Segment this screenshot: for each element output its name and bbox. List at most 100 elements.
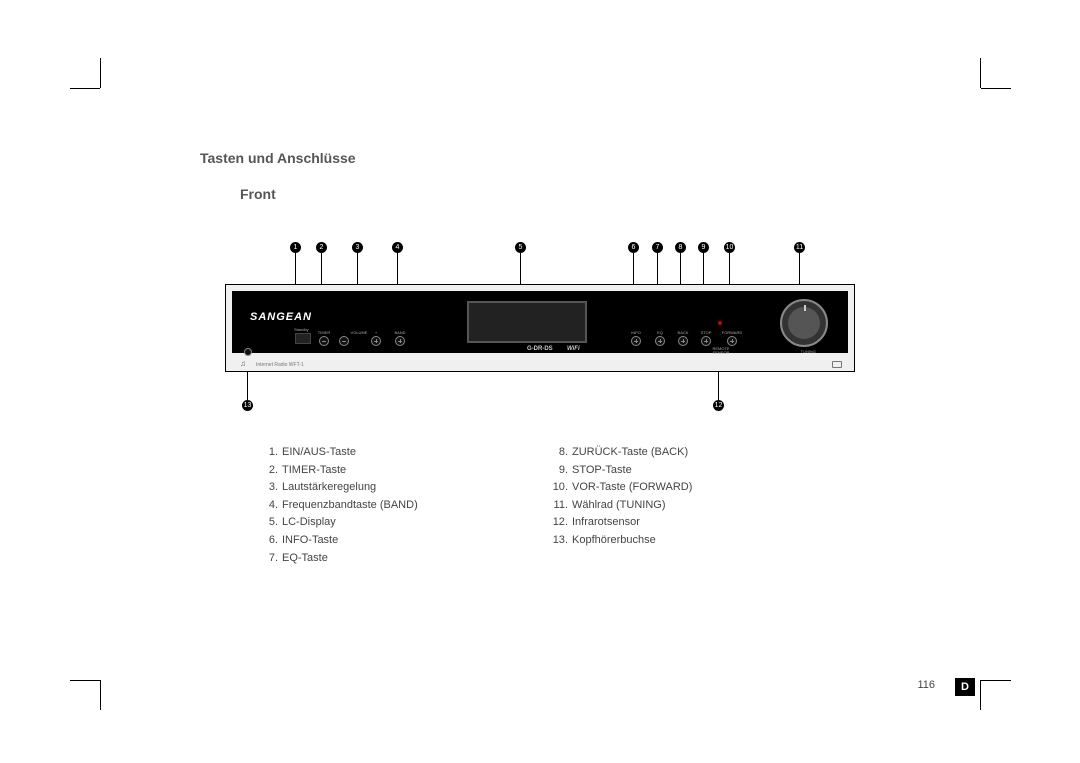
- callout-line: [321, 253, 322, 284]
- info-button: [631, 336, 641, 346]
- section-subtitle: Front: [240, 186, 940, 202]
- device-diagram: 1234567891011 SANGEAN Standby TIMER - VO…: [225, 242, 855, 414]
- legend-row: 6INFO-Taste: [260, 532, 550, 550]
- callouts-top: 1234567891011: [225, 242, 855, 284]
- callout-line: [295, 253, 296, 284]
- back-label: BACK: [678, 330, 689, 335]
- vol-minus-label: -: [343, 330, 344, 335]
- legend-number: 8: [550, 444, 572, 462]
- timer-label: TIMER: [318, 330, 330, 335]
- legend-text: ZURÜCK-Taste (BACK): [572, 444, 840, 462]
- legend-row: 4Frequenzbandtaste (BAND): [260, 497, 550, 515]
- callout-line: [520, 253, 521, 284]
- legend-text: Wählrad (TUNING): [572, 497, 840, 515]
- legend-text: STOP-Taste: [572, 462, 840, 480]
- tuning-dial: [780, 299, 828, 347]
- callout-number: 4: [392, 242, 403, 253]
- crop-mark: [70, 680, 100, 681]
- forward-label: FORWARD: [722, 330, 742, 335]
- legend-row: 10VOR-Taste (FORWARD): [550, 479, 840, 497]
- device-black-panel: SANGEAN Standby TIMER - VOLUME + BAND G-…: [232, 291, 848, 353]
- legend-number: 9: [550, 462, 572, 480]
- legend-row: 11Wählrad (TUNING): [550, 497, 840, 515]
- callout-line: [703, 253, 704, 284]
- callout-number: 12: [713, 400, 724, 411]
- callout-line: [357, 253, 358, 284]
- callout-number: 13: [242, 400, 253, 411]
- vol-plus-button: [371, 336, 381, 346]
- callout-line: [680, 253, 681, 284]
- callout-number: 7: [652, 242, 663, 253]
- crop-mark: [980, 58, 981, 88]
- crop-mark: [981, 88, 1011, 89]
- legend-row: 5LC-Display: [260, 514, 550, 532]
- legend-text: EIN/AUS-Taste: [282, 444, 550, 462]
- legend-text: INFO-Taste: [282, 532, 550, 550]
- crop-mark: [100, 680, 101, 710]
- sensor-label: SENSOR: [713, 350, 730, 355]
- legend-column-left: 1EIN/AUS-Taste2TIMER-Taste3Lautstärkereg…: [260, 444, 550, 567]
- callout-line: [247, 372, 248, 400]
- lcd-display: [467, 301, 587, 343]
- device-front-panel: SANGEAN Standby TIMER - VOLUME + BAND G-…: [225, 284, 855, 372]
- legend-number: 4: [260, 497, 282, 515]
- info-label: INFO: [631, 330, 641, 335]
- section-title: Tasten und Anschlüsse: [200, 150, 940, 166]
- callouts-bottom: 13 12: [225, 372, 855, 414]
- legend-text: Frequenzbandtaste (BAND): [282, 497, 550, 515]
- wifi-badge: WiFi: [567, 346, 580, 352]
- band-label: BAND: [394, 330, 405, 335]
- callout-line: [799, 253, 800, 284]
- legend-text: TIMER-Taste: [282, 462, 550, 480]
- crop-mark: [100, 58, 101, 88]
- stop-button: [701, 336, 711, 346]
- eq-button: [655, 336, 665, 346]
- callout-line: [718, 372, 719, 400]
- vol-minus-button: [339, 336, 349, 346]
- brand-logo: SANGEAN: [250, 311, 312, 323]
- legend-number: 7: [260, 550, 282, 568]
- callout-number: 11: [794, 242, 805, 253]
- callout-number: 6: [628, 242, 639, 253]
- legend-row: 9STOP-Taste: [550, 462, 840, 480]
- legend-number: 1: [260, 444, 282, 462]
- forward-button: [727, 336, 737, 346]
- callout-number: 10: [724, 242, 735, 253]
- legend-text: VOR-Taste (FORWARD): [572, 479, 840, 497]
- legend-number: 11: [550, 497, 572, 515]
- crop-mark: [980, 680, 981, 710]
- timer-button: [319, 336, 329, 346]
- legend-text: Infrarotsensor: [572, 514, 840, 532]
- legend-text: Kopfhörerbuchse: [572, 532, 840, 550]
- legend-text: LC-Display: [282, 514, 550, 532]
- legend-row: 2TIMER-Taste: [260, 462, 550, 480]
- vol-plus-label: +: [375, 330, 377, 335]
- callout-number: 5: [515, 242, 526, 253]
- legend-row: 1EIN/AUS-Taste: [260, 444, 550, 462]
- legend-number: 2: [260, 462, 282, 480]
- card-slot-icon: [832, 361, 842, 368]
- legend: 1EIN/AUS-Taste2TIMER-Taste3Lautstärkereg…: [260, 444, 940, 567]
- tuning-label: TUNING: [801, 349, 816, 354]
- callout-number: 3: [352, 242, 363, 253]
- legend-number: 5: [260, 514, 282, 532]
- standby-label: Standby: [294, 327, 309, 332]
- crop-mark: [981, 680, 1011, 681]
- callout-line: [657, 253, 658, 284]
- legend-text: Lautstärkeregelung: [282, 479, 550, 497]
- callout-number: 9: [698, 242, 709, 253]
- legend-number: 13: [550, 532, 572, 550]
- legend-text: EQ-Taste: [282, 550, 550, 568]
- legend-row: 3Lautstärkeregelung: [260, 479, 550, 497]
- eq-label: EQ: [657, 330, 663, 335]
- crop-mark: [70, 88, 100, 89]
- headphone-jack: [244, 348, 252, 356]
- legend-row: 13Kopfhörerbuchse: [550, 532, 840, 550]
- callout-line: [729, 253, 730, 284]
- standby-button: [295, 333, 311, 344]
- headphone-icon: ♫: [240, 359, 246, 368]
- legend-row: 8ZURÜCK-Taste (BACK): [550, 444, 840, 462]
- gdrds-badge: G-DR-DS: [527, 346, 553, 352]
- legend-number: 3: [260, 479, 282, 497]
- legend-row: 7EQ-Taste: [260, 550, 550, 568]
